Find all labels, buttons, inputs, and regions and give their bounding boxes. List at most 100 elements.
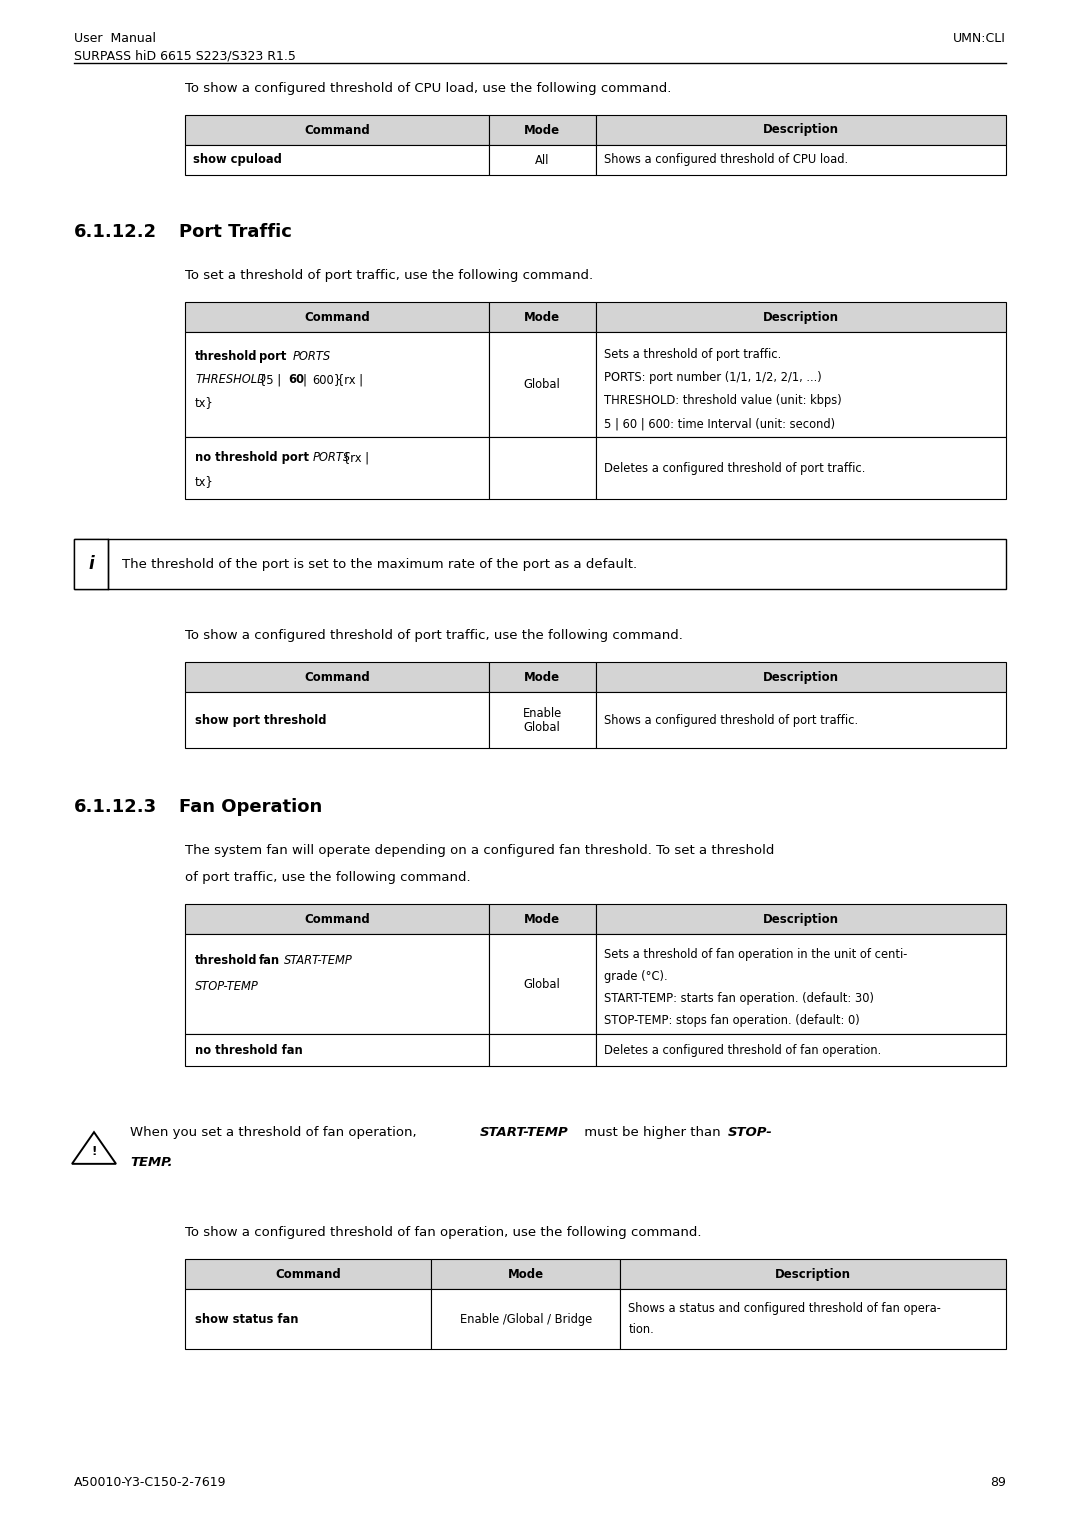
Text: 5 | 60 | 600: time Interval (unit: second): 5 | 60 | 600: time Interval (unit: secon…: [604, 417, 835, 431]
Text: Deletes a configured threshold of port traffic.: Deletes a configured threshold of port t…: [604, 461, 865, 475]
Text: The threshold of the port is set to the maximum rate of the port as a default.: The threshold of the port is set to the …: [122, 557, 637, 571]
Bar: [185, 302, 489, 331]
Bar: [185, 663, 489, 692]
Text: 6.1.12.2: 6.1.12.2: [75, 223, 157, 241]
Text: threshold: threshold: [195, 350, 257, 363]
Text: no threshold fan: no threshold fan: [195, 1043, 302, 1057]
Bar: [620, 1289, 1005, 1348]
Text: {5 |: {5 |: [259, 373, 281, 386]
Bar: [489, 145, 595, 176]
Text: To show a configured threshold of fan operation, use the following command.: To show a configured threshold of fan op…: [185, 1226, 702, 1238]
Text: Command: Command: [303, 124, 369, 136]
Bar: [489, 1034, 595, 1066]
Text: i: i: [89, 554, 94, 573]
Text: All: All: [535, 154, 550, 166]
Text: {rx |: {rx |: [337, 373, 363, 386]
Text: STOP-: STOP-: [728, 1125, 773, 1139]
Text: User  Manual: User Manual: [75, 32, 156, 44]
Text: To show a configured threshold of port traffic, use the following command.: To show a configured threshold of port t…: [185, 629, 683, 641]
Bar: [489, 663, 595, 692]
Bar: [185, 1034, 489, 1066]
Text: grade (°C).: grade (°C).: [604, 970, 667, 983]
Bar: [489, 692, 595, 748]
Text: Mode: Mode: [524, 913, 561, 925]
Text: START-TEMP: START-TEMP: [480, 1125, 569, 1139]
Text: STOP-TEMP: stops fan operation. (default: 0): STOP-TEMP: stops fan operation. (default…: [604, 1014, 860, 1028]
Text: PORTS: PORTS: [293, 350, 332, 363]
Bar: [185, 1258, 431, 1289]
Text: 60: 60: [288, 373, 303, 386]
Text: show cpuload: show cpuload: [193, 154, 282, 166]
Bar: [185, 1289, 431, 1348]
Bar: [489, 437, 595, 499]
Bar: [489, 115, 595, 145]
Text: of port traffic, use the following command.: of port traffic, use the following comma…: [185, 870, 471, 884]
Text: START-TEMP: START-TEMP: [284, 954, 353, 967]
Text: Global: Global: [524, 977, 561, 991]
Text: Command: Command: [303, 310, 369, 324]
Text: UMN:CLI: UMN:CLI: [954, 32, 1005, 44]
Text: tx}: tx}: [195, 475, 214, 489]
Bar: [489, 935, 595, 1034]
Text: PORTS: port number (1/1, 1/2, 2/1, ...): PORTS: port number (1/1, 1/2, 2/1, ...): [604, 371, 821, 383]
Text: A50010-Y3-C150-2-7619: A50010-Y3-C150-2-7619: [75, 1477, 227, 1489]
Bar: [595, 904, 1005, 935]
Text: tion.: tion.: [629, 1324, 653, 1336]
Text: Shows a configured threshold of CPU load.: Shows a configured threshold of CPU load…: [604, 154, 848, 166]
Text: show port threshold: show port threshold: [195, 713, 326, 727]
Text: Description: Description: [762, 310, 839, 324]
Bar: [489, 331, 595, 437]
Text: PORTS: PORTS: [313, 450, 351, 464]
Text: must be higher than: must be higher than: [580, 1125, 725, 1139]
Bar: [595, 663, 1005, 692]
Bar: [185, 145, 489, 176]
Text: {rx |: {rx |: [343, 450, 369, 464]
Bar: [431, 1289, 620, 1348]
Text: no threshold port: no threshold port: [195, 450, 309, 464]
Text: !: !: [92, 1145, 97, 1157]
Bar: [185, 692, 489, 748]
Bar: [595, 145, 1005, 176]
Bar: [595, 1034, 1005, 1066]
Bar: [431, 1258, 620, 1289]
Text: 6.1.12.3: 6.1.12.3: [75, 799, 157, 815]
Text: Shows a configured threshold of port traffic.: Shows a configured threshold of port tra…: [604, 713, 858, 727]
Text: |: |: [302, 373, 306, 386]
Bar: [185, 904, 489, 935]
Text: fan: fan: [259, 954, 280, 967]
Text: tx}: tx}: [195, 395, 214, 409]
Text: show status fan: show status fan: [195, 1313, 298, 1325]
Text: Sets a threshold of port traffic.: Sets a threshold of port traffic.: [604, 348, 781, 360]
Text: THRESHOLD: threshold value (unit: kbps): THRESHOLD: threshold value (unit: kbps): [604, 394, 841, 408]
Bar: [185, 115, 489, 145]
Bar: [489, 302, 595, 331]
Text: Description: Description: [762, 124, 839, 136]
Text: Mode: Mode: [508, 1267, 543, 1281]
Text: Shows a status and configured threshold of fan opera-: Shows a status and configured threshold …: [629, 1303, 941, 1315]
Bar: [185, 935, 489, 1034]
Text: Description: Description: [762, 670, 839, 684]
Text: To set a threshold of port traffic, use the following command.: To set a threshold of port traffic, use …: [185, 269, 593, 282]
Text: Command: Command: [275, 1267, 341, 1281]
Text: STOP-TEMP: STOP-TEMP: [195, 980, 259, 993]
Text: When you set a threshold of fan operation,: When you set a threshold of fan operatio…: [130, 1125, 421, 1139]
Text: The system fan will operate depending on a configured fan threshold. To set a th: The system fan will operate depending on…: [185, 844, 774, 857]
Text: Enable /Global / Bridge: Enable /Global / Bridge: [460, 1313, 592, 1325]
Text: Mode: Mode: [524, 124, 561, 136]
Bar: [489, 904, 595, 935]
Text: TEMP.: TEMP.: [130, 1156, 173, 1170]
Bar: [595, 935, 1005, 1034]
Text: Port Traffic: Port Traffic: [179, 223, 292, 241]
Bar: [75, 539, 1005, 589]
Text: THRESHOLD: THRESHOLD: [195, 373, 266, 386]
Text: START-TEMP: starts fan operation. (default: 30): START-TEMP: starts fan operation. (defau…: [604, 993, 874, 1005]
Bar: [185, 331, 489, 437]
Bar: [595, 692, 1005, 748]
Text: Description: Description: [762, 913, 839, 925]
Text: threshold: threshold: [195, 954, 257, 967]
Bar: [595, 302, 1005, 331]
Text: Mode: Mode: [524, 310, 561, 324]
Text: Mode: Mode: [524, 670, 561, 684]
Bar: [595, 115, 1005, 145]
Bar: [595, 437, 1005, 499]
